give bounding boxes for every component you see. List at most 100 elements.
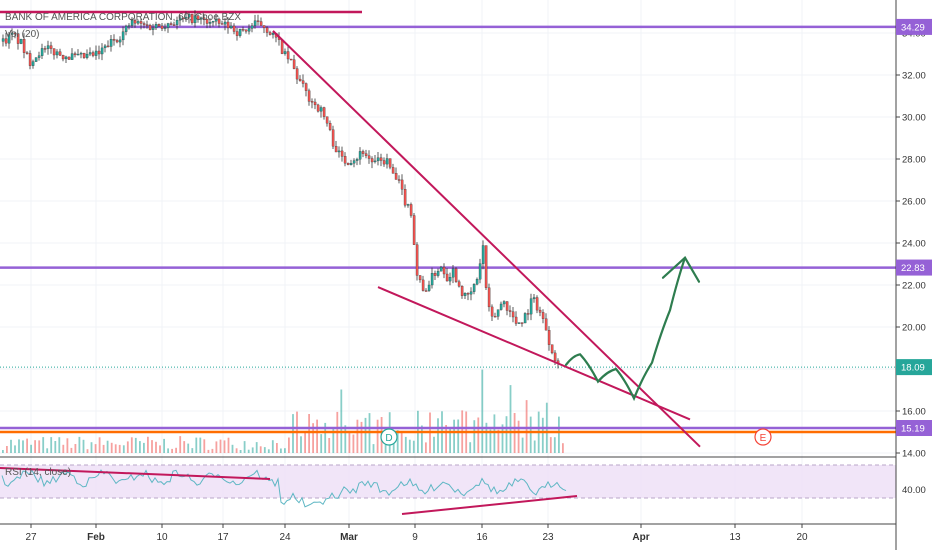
volume-bar <box>231 444 234 453</box>
candle-body <box>112 39 116 41</box>
price-tag-bg <box>896 18 932 35</box>
candle-body <box>544 318 548 331</box>
price-axis[interactable]: 34.0032.0030.0028.0026.0024.0022.0020.00… <box>895 0 932 550</box>
candle-body <box>82 52 86 58</box>
time-tick-label: 23 <box>542 532 554 543</box>
candle-body <box>16 33 20 44</box>
volume-bar <box>54 441 57 453</box>
candle-body <box>346 163 350 165</box>
volume-bar <box>247 449 250 453</box>
price-tag-bg <box>896 359 932 376</box>
price-tick-label: 16.00 <box>902 407 926 418</box>
candle-body <box>334 146 338 153</box>
time-tick-label: Feb <box>87 532 105 543</box>
candle-body <box>139 21 143 24</box>
volume-bar <box>376 419 379 453</box>
volume-bar <box>199 437 202 453</box>
time-tick-label: 24 <box>279 532 291 543</box>
candle-body <box>541 312 545 319</box>
candle-body <box>130 20 134 26</box>
trend-line <box>272 30 701 448</box>
volume-bar <box>372 444 375 453</box>
volume-bar <box>227 437 230 453</box>
candle-body <box>379 157 383 161</box>
candlesticks <box>1 10 560 369</box>
volume-bar <box>126 441 129 453</box>
event-marker: E <box>754 428 772 446</box>
candle-body <box>424 290 428 292</box>
volume-bar <box>259 446 262 453</box>
volume-bar <box>70 447 73 453</box>
candle-body <box>490 306 494 317</box>
rsi-divergence-line <box>401 495 578 515</box>
candle-body <box>526 313 530 315</box>
price-tag: 22.83 <box>896 259 932 276</box>
candle-body <box>223 21 227 25</box>
volume-bar <box>525 400 528 453</box>
volume-bar <box>94 444 97 453</box>
price-tag-label: 18.09 <box>901 363 925 374</box>
candle-body <box>199 17 203 20</box>
volume-bar <box>211 448 214 453</box>
volume-bar <box>284 448 286 453</box>
candle-body <box>151 27 155 30</box>
candle-body <box>1 38 5 42</box>
candle-body <box>256 20 260 22</box>
time-tick-label: 16 <box>476 532 488 543</box>
volume-bar <box>392 436 395 453</box>
grid-lines <box>0 0 896 525</box>
candle-body <box>298 78 302 81</box>
candle-body <box>79 52 83 55</box>
volume-bar <box>509 385 512 453</box>
time-axis[interactable]: 27 Feb 10 17 24 Mar 9 16 23 Apr 13 20 <box>25 524 808 543</box>
candle-body <box>226 21 230 29</box>
price-tag: 34.29 <box>896 18 932 35</box>
volume-bar <box>175 447 177 453</box>
volume-bar <box>171 448 173 453</box>
candle-body <box>61 55 65 60</box>
candle-body <box>487 287 491 308</box>
candle-body <box>469 291 473 295</box>
volume-bar <box>239 450 242 453</box>
candle-body <box>322 107 326 117</box>
volume-bar <box>98 437 101 453</box>
event-circle <box>754 428 772 446</box>
candle-body <box>268 32 272 35</box>
candle-body <box>163 27 167 29</box>
candle-body <box>328 123 332 130</box>
candle-body <box>391 167 395 174</box>
candle-body <box>25 52 29 54</box>
volume-bar <box>493 414 496 453</box>
volume-bar <box>412 440 415 453</box>
candle-body <box>481 245 485 264</box>
volume-bar <box>425 442 427 453</box>
candle-body <box>136 21 140 24</box>
candle-body <box>445 273 449 282</box>
volume-bar <box>360 421 363 453</box>
volume-bar <box>203 439 206 453</box>
candle-body <box>553 352 557 361</box>
candle-body <box>43 48 47 50</box>
candle-body <box>331 129 335 147</box>
candle-body <box>73 53 77 56</box>
candle-body <box>352 160 356 164</box>
candle-body <box>196 15 200 20</box>
volume-bar <box>143 442 145 453</box>
volume-bar <box>118 444 121 453</box>
candle-body <box>148 25 152 30</box>
candle-body <box>241 29 245 31</box>
candle-body <box>253 20 257 26</box>
candle-body <box>499 303 503 310</box>
candle-body <box>34 57 38 62</box>
candle-body <box>427 284 431 291</box>
candle-body <box>28 53 32 66</box>
candle-body <box>58 51 62 56</box>
candle-body <box>517 322 521 324</box>
candle-body <box>262 25 266 28</box>
candle-body <box>94 50 98 56</box>
candle-body <box>70 53 74 60</box>
time-tick-label: 10 <box>156 532 168 543</box>
volume-bar <box>562 443 564 453</box>
candle-body <box>292 59 296 69</box>
volume-bar <box>34 440 36 453</box>
